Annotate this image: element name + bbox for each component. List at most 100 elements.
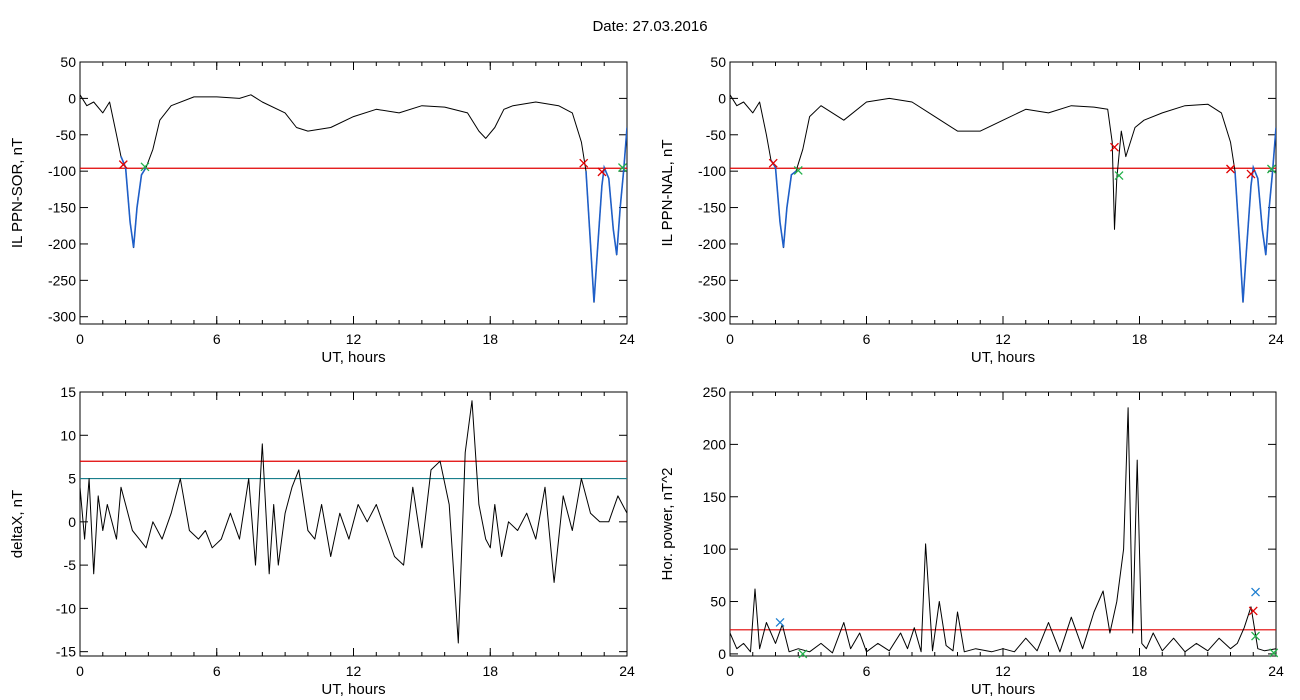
y-tick-label: 0 (718, 90, 726, 106)
x-tick-label: 6 (213, 331, 221, 347)
x-tick-label: 6 (863, 331, 871, 347)
plot-frame (79, 391, 628, 657)
x-tick-label: 18 (1132, 663, 1148, 679)
marker-stroke (1266, 164, 1276, 174)
marker-stroke (775, 618, 785, 627)
x-tick-label: 18 (1132, 331, 1148, 347)
x-tick-label: 12 (995, 663, 1011, 679)
chart-panel-deltax: 0 6 12 18 24 15 10 5 0 -5 -10 -15 UT, hours deltaX, n… (9, 384, 635, 698)
chart-panel-il-ppn-nal: 0 6 12 18 24 50 0 -50 -100 -150 -200 -250 -300 UT, ho… (659, 54, 1284, 366)
plot-data-layer (730, 94, 1276, 303)
y-tick-label: -200 (698, 236, 726, 252)
event-marker-red (597, 167, 607, 177)
event-marker-green (793, 165, 803, 175)
x-tick-label: 0 (76, 663, 84, 679)
event-marker-blue (775, 618, 785, 627)
y-tick-label: -100 (48, 163, 76, 179)
series-line (80, 94, 627, 303)
event-segment-line (1234, 127, 1276, 303)
date-title: Date: 27.03.2016 (592, 18, 708, 35)
x-tick-label: 12 (995, 331, 1011, 347)
x-tick-label: 0 (726, 663, 734, 679)
marker-stroke (118, 160, 128, 170)
y-axis-label: Hor. power, nT^2 (659, 468, 676, 581)
event-marker-red (579, 158, 589, 168)
chart-panel-hor-power: 0 6 12 18 24 250 200 150 100 50 0 UT, hours Hor. pow… (659, 384, 1284, 698)
plot-frame (79, 61, 628, 325)
event-marker-blue (1251, 587, 1260, 597)
x-axis-label: UT, hours (971, 681, 1035, 698)
y-tick-label: 250 (703, 384, 727, 400)
series-line (80, 400, 627, 644)
event-marker-green (1114, 171, 1124, 180)
x-tick-label: 0 (76, 331, 84, 347)
y-tick-label: 0 (68, 514, 76, 530)
y-tick-label: -250 (698, 272, 726, 288)
plot-data-layer (80, 400, 627, 644)
x-tick-label: 18 (482, 663, 498, 679)
event-marker-green (140, 162, 150, 172)
y-tick-label: 50 (60, 54, 76, 70)
marker-stroke (617, 163, 627, 172)
event-marker-green (798, 649, 808, 659)
event-marker-green (1251, 631, 1260, 641)
y-tick-label: -5 (64, 557, 77, 573)
x-tick-label: 24 (619, 331, 635, 347)
x-tick-label: 6 (213, 663, 221, 679)
y-tick-label: 50 (710, 594, 726, 610)
marker-stroke (1114, 171, 1124, 180)
y-axis-label: IL PPN-NAL, nT (659, 140, 676, 247)
y-tick-label: -300 (698, 309, 726, 325)
y-tick-label: 5 (68, 471, 76, 487)
marker-stroke (579, 158, 589, 168)
x-tick-label: 0 (726, 331, 734, 347)
event-segment-line (585, 127, 627, 303)
y-tick-label: -150 (698, 200, 726, 216)
plot-data-layer (730, 407, 1276, 654)
marker-stroke (1269, 648, 1279, 658)
marker-stroke (1246, 169, 1256, 179)
plot-frame (729, 391, 1277, 657)
x-tick-label: 12 (346, 331, 362, 347)
y-tick-label: 0 (718, 646, 726, 662)
y-tick-label: 100 (703, 541, 727, 557)
event-marker-red (768, 158, 778, 168)
event-marker-green (617, 163, 627, 172)
marker-stroke (798, 649, 808, 659)
event-marker-red (1248, 606, 1258, 616)
y-axis-label: IL PPN-SOR, nT (9, 138, 26, 248)
x-tick-label: 24 (1268, 331, 1284, 347)
marker-stroke (768, 158, 778, 168)
series-line (730, 407, 1276, 654)
event-segment-line (770, 159, 797, 248)
chart-panel-il-ppn-sor: 0 6 12 18 24 50 0 -50 -100 -150 -200 -250 -300 UT, ho… (9, 54, 635, 366)
y-tick-label: -150 (48, 200, 76, 216)
x-tick-label: 24 (619, 663, 635, 679)
plot-frame (729, 61, 1277, 325)
y-tick-label: -300 (48, 309, 76, 325)
x-tick-label: 12 (346, 663, 362, 679)
marker-stroke (1226, 164, 1235, 174)
series-line (730, 94, 1276, 303)
event-marker-red (1246, 169, 1256, 179)
marker-stroke (793, 165, 803, 175)
event-marker-green (1266, 164, 1276, 174)
y-tick-label: -10 (56, 600, 76, 616)
y-tick-label: -100 (698, 163, 726, 179)
marker-stroke (1251, 587, 1260, 597)
y-tick-label: 0 (68, 90, 76, 106)
y-tick-label: 50 (710, 54, 726, 70)
x-axis-label: UT, hours (321, 349, 385, 366)
y-axis-label: deltaX, nT (9, 490, 26, 558)
event-marker-red (118, 160, 128, 170)
event-marker-red (1110, 142, 1119, 152)
plot-data-layer (80, 94, 627, 303)
y-tick-label: -15 (56, 644, 76, 660)
event-marker-green (1269, 648, 1279, 658)
y-tick-label: -50 (56, 127, 76, 143)
marker-stroke (1248, 606, 1258, 616)
x-tick-label: 6 (863, 663, 871, 679)
y-tick-label: 15 (60, 384, 76, 400)
y-tick-label: 10 (60, 427, 76, 443)
